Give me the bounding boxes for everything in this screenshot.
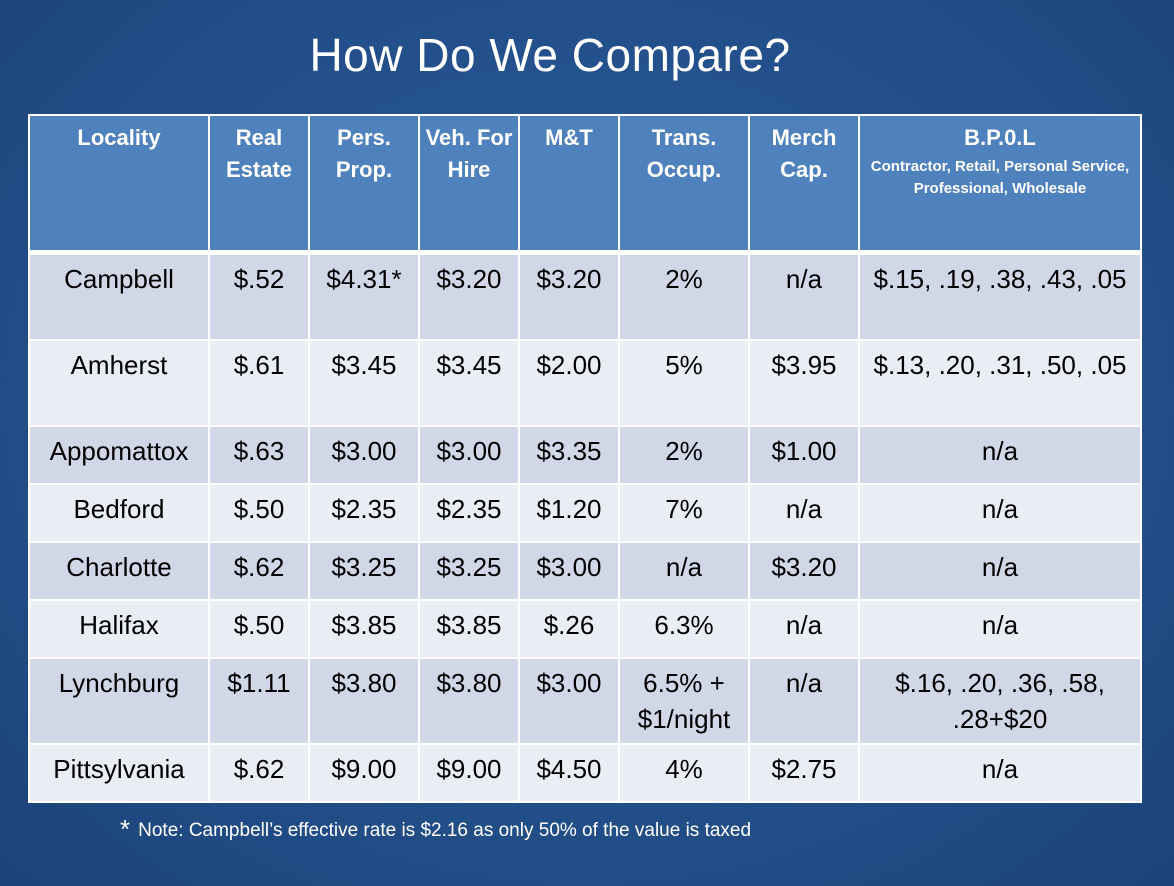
cell-bpol: n/a <box>858 483 1142 543</box>
cell-locality: Halifax <box>28 599 210 659</box>
cell-mt: $.26 <box>518 599 620 659</box>
cell-mt: $2.00 <box>518 339 620 427</box>
col-header-veh-for-hire: Veh. For Hire <box>418 114 520 254</box>
cell-merch-cap: $2.75 <box>748 743 860 803</box>
cell-veh-for-hire: $3.00 <box>418 425 520 485</box>
cell-bpol: $.16, .20, .36, .58, .28+$20 <box>858 657 1142 745</box>
cell-trans-occup: 5% <box>618 339 750 427</box>
cell-trans-occup: n/a <box>618 541 750 601</box>
cell-merch-cap: $3.20 <box>748 541 860 601</box>
cell-locality: Amherst <box>28 339 210 427</box>
table-row: Halifax $.50 $3.85 $3.85 $.26 6.3% n/a n… <box>28 599 1142 659</box>
cell-trans-occup: 2% <box>618 425 750 485</box>
table-row: Campbell $.52 $4.31* $3.20 $3.20 2% n/a … <box>28 251 1142 341</box>
cell-bpol: $.15, .19, .38, .43, .05 <box>858 251 1142 341</box>
cell-trans-occup: 2% <box>618 251 750 341</box>
table-row: Lynchburg $1.11 $3.80 $3.80 $3.00 6.5% +… <box>28 657 1142 745</box>
cell-bpol: n/a <box>858 425 1142 485</box>
cell-pers-prop: $3.45 <box>308 339 420 427</box>
cell-real-estate: $.52 <box>208 251 310 341</box>
cell-veh-for-hire: $3.45 <box>418 339 520 427</box>
cell-trans-occup: 6.5% + $1/night <box>618 657 750 745</box>
col-header-merch-cap: Merch Cap. <box>748 114 860 254</box>
slide-title: How Do We Compare? <box>309 29 791 81</box>
col-header-real-estate: Real Estate <box>208 114 310 254</box>
table-row: Bedford $.50 $2.35 $2.35 $1.20 7% n/a n/… <box>28 483 1142 543</box>
cell-real-estate: $1.11 <box>208 657 310 745</box>
cell-bpol: n/a <box>858 541 1142 601</box>
header-row: Locality Real Estate Pers. Prop. Veh. Fo… <box>28 114 1142 254</box>
cell-real-estate: $.50 <box>208 483 310 543</box>
col-header-locality: Locality <box>28 114 210 254</box>
cell-merch-cap: n/a <box>748 483 860 543</box>
col-header-bpol: B.P.0.L Contractor, Retail, Personal Ser… <box>858 114 1142 254</box>
cell-real-estate: $.62 <box>208 743 310 803</box>
cell-veh-for-hire: $3.80 <box>418 657 520 745</box>
cell-veh-for-hire: $9.00 <box>418 743 520 803</box>
cell-bpol: n/a <box>858 599 1142 659</box>
footnote: * Note: Campbell’s effective rate is $2.1… <box>120 814 751 845</box>
cell-locality: Campbell <box>28 251 210 341</box>
cell-veh-for-hire: $2.35 <box>418 483 520 543</box>
cell-locality: Appomattox <box>28 425 210 485</box>
cell-trans-occup: 4% <box>618 743 750 803</box>
cell-real-estate: $.62 <box>208 541 310 601</box>
cell-pers-prop: $2.35 <box>308 483 420 543</box>
cell-bpol: n/a <box>858 743 1142 803</box>
cell-mt: $1.20 <box>518 483 620 543</box>
cell-pers-prop: $3.80 <box>308 657 420 745</box>
cell-merch-cap: n/a <box>748 599 860 659</box>
cell-mt: $3.35 <box>518 425 620 485</box>
table-row: Charlotte $.62 $3.25 $3.25 $3.00 n/a $3.… <box>28 541 1142 601</box>
cell-locality: Bedford <box>28 483 210 543</box>
table-row: Appomattox $.63 $3.00 $3.00 $3.35 2% $1.… <box>28 425 1142 485</box>
cell-pers-prop: $3.85 <box>308 599 420 659</box>
cell-merch-cap: $3.95 <box>748 339 860 427</box>
cell-locality: Pittsylvania <box>28 743 210 803</box>
cell-pers-prop: $3.00 <box>308 425 420 485</box>
cell-trans-occup: 7% <box>618 483 750 543</box>
col-header-trans-occup: Trans. Occup. <box>618 114 750 254</box>
cell-mt: $3.00 <box>518 657 620 745</box>
bpol-header-label: B.P.0.L <box>964 125 1036 150</box>
cell-real-estate: $.63 <box>208 425 310 485</box>
cell-veh-for-hire: $3.85 <box>418 599 520 659</box>
cell-bpol: $.13, .20, .31, .50, .05 <box>858 339 1142 427</box>
col-header-pers-prop: Pers. Prop. <box>308 114 420 254</box>
cell-pers-prop: $9.00 <box>308 743 420 803</box>
cell-veh-for-hire: $3.20 <box>418 251 520 341</box>
cell-mt: $4.50 <box>518 743 620 803</box>
cell-real-estate: $.61 <box>208 339 310 427</box>
cell-merch-cap: n/a <box>748 251 860 341</box>
comparison-table: Locality Real Estate Pers. Prop. Veh. Fo… <box>28 114 1142 803</box>
cell-trans-occup: 6.3% <box>618 599 750 659</box>
table-row: Pittsylvania $.62 $9.00 $9.00 $4.50 4% $… <box>28 743 1142 803</box>
cell-merch-cap: $1.00 <box>748 425 860 485</box>
cell-locality: Lynchburg <box>28 657 210 745</box>
cell-pers-prop: $3.25 <box>308 541 420 601</box>
cell-real-estate: $.50 <box>208 599 310 659</box>
cell-mt: $3.20 <box>518 251 620 341</box>
bpol-header-subtitle: Contractor, Retail, Personal Service, Pr… <box>870 158 1130 197</box>
col-header-mt: M&T <box>518 114 620 254</box>
footnote-text: Note: Campbell’s effective rate is $2.16… <box>138 820 752 841</box>
cell-locality: Charlotte <box>28 541 210 601</box>
cell-mt: $3.00 <box>518 541 620 601</box>
table-row: Amherst $.61 $3.45 $3.45 $2.00 5% $3.95 … <box>28 339 1142 427</box>
cell-merch-cap: n/a <box>748 657 860 745</box>
footnote-marker: * <box>120 814 131 844</box>
cell-veh-for-hire: $3.25 <box>418 541 520 601</box>
cell-pers-prop: $4.31* <box>308 251 420 341</box>
